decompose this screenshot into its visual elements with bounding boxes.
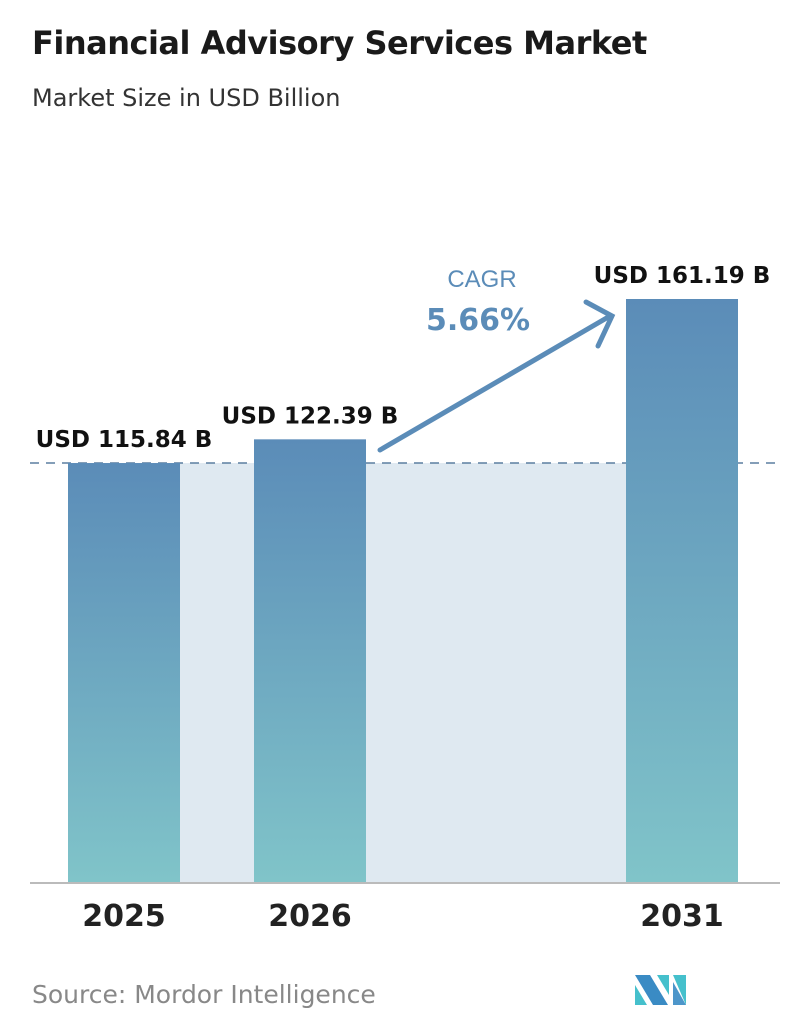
logo-icon (635, 975, 686, 1005)
data-label: USD 115.84 B (36, 427, 213, 453)
cagr-value: 5.66% (426, 303, 530, 338)
x-tick-label: 2026 (268, 899, 352, 934)
data-label: USD 122.39 B (222, 403, 399, 429)
shaded-region (366, 463, 626, 882)
bar-2031 (626, 299, 738, 882)
source-text: Source: Mordor Intelligence (32, 980, 376, 1009)
x-tick-label: 2025 (82, 899, 166, 934)
data-label: USD 161.19 B (594, 263, 771, 289)
x-tick-label: 2031 (640, 899, 724, 934)
cagr-label: CAGR (447, 266, 516, 293)
chart-title: Financial Advisory Services Market (32, 24, 647, 62)
shaded-region (180, 463, 254, 882)
bar-2026 (254, 439, 366, 882)
cagr-arrow (377, 299, 616, 453)
bar-2025 (68, 463, 180, 882)
chart-subtitle: Market Size in USD Billion (32, 84, 341, 112)
